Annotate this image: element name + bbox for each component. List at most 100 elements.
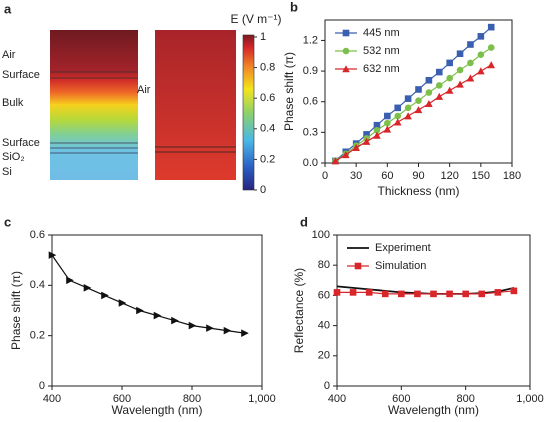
data-point: [394, 104, 402, 112]
y-tick-label: 100: [312, 229, 330, 241]
panel-letter: b: [290, 0, 298, 14]
y-tick-label: 0.4: [30, 279, 45, 291]
legend-label: 445 nm: [363, 27, 400, 39]
data-point: [349, 289, 357, 296]
field-maps: [50, 30, 255, 191]
data-point: [331, 157, 340, 165]
x-axis-label: Wavelength (nm): [388, 403, 479, 417]
colorbar-title: E (V m⁻¹): [231, 12, 282, 26]
data-point: [478, 290, 486, 298]
data-point: [477, 33, 485, 40]
data-point: [414, 106, 423, 114]
data-point: [425, 89, 433, 96]
x-tick-label: 400: [43, 393, 61, 405]
data-point: [487, 44, 495, 51]
y-tick-label: 80: [318, 259, 330, 271]
data-point: [153, 311, 162, 320]
x-tick-label: 600: [113, 393, 131, 405]
y-tick-label: 0.0: [303, 157, 318, 169]
data-point: [383, 125, 392, 133]
data-point: [362, 137, 371, 145]
panel-letter: c: [4, 214, 11, 229]
series-line: [334, 26, 492, 162]
data-point: [118, 299, 127, 307]
data-point: [404, 104, 412, 112]
data-point: [404, 112, 412, 120]
legend-label: 632 nm: [363, 63, 400, 75]
y-tick-label: 60: [318, 289, 330, 301]
data-point: [446, 59, 453, 67]
y-tick-label: 0.6: [303, 96, 318, 108]
data-point: [456, 66, 464, 74]
x-tick-label: 90: [412, 170, 424, 182]
data-point: [462, 290, 469, 298]
x-tick-label: 0: [322, 170, 328, 182]
y-axis-label: Phase shift (π): [9, 271, 23, 350]
panel-letter: a: [4, 1, 12, 16]
layer-label: Air: [137, 84, 151, 96]
x-tick-label: 120: [440, 170, 458, 182]
data-point: [467, 59, 474, 67]
data-point: [394, 112, 402, 120]
data-point: [487, 61, 496, 69]
data-point: [425, 99, 433, 108]
data-point: [206, 324, 214, 332]
data-point: [430, 290, 437, 298]
plot-frame: [336, 234, 531, 387]
data-point: [373, 131, 381, 139]
colorbar-tick-label: 0: [260, 184, 266, 196]
colorbar: [242, 34, 255, 191]
x-axis-label: Thickness (nm): [377, 184, 459, 198]
data-point: [477, 67, 485, 75]
data-point: [352, 143, 360, 151]
colorbar-tick-label: 0.4: [260, 123, 275, 135]
y-tick-label: 0.6: [30, 229, 45, 241]
data-point: [477, 51, 485, 59]
colorbar-tick-label: 0.8: [260, 62, 275, 74]
data-point: [404, 95, 412, 102]
colorbar-tick-label: 0.2: [260, 153, 275, 165]
data-point: [415, 86, 422, 93]
data-point: [136, 306, 144, 315]
y-tick-label: 0.2: [30, 330, 45, 342]
series-line: [335, 64, 492, 162]
legend-label: 532 nm: [363, 45, 400, 57]
data-point: [101, 291, 109, 300]
x-tick-label: 1,000: [516, 393, 544, 405]
data-point: [456, 80, 464, 88]
x-tick-label: 30: [350, 170, 362, 182]
legend-label: Experiment: [375, 242, 431, 254]
y-tick-label: 0.3: [303, 126, 318, 138]
data-point: [456, 50, 464, 58]
field-right: [155, 30, 236, 180]
data-point: [393, 118, 402, 126]
legend-marker: [342, 65, 350, 73]
x-tick-label: 180: [503, 170, 521, 182]
y-tick-label: 40: [318, 320, 330, 332]
data-point: [66, 276, 74, 285]
y-axis-label: Phase shift (π): [282, 52, 296, 131]
x-tick-label: 600: [392, 393, 410, 405]
x-tick-label: 800: [456, 393, 474, 405]
y-tick-label: 0: [324, 380, 330, 392]
layer-label: Air: [2, 49, 16, 61]
data-point: [510, 287, 518, 295]
data-point: [384, 112, 391, 120]
x-axis-label: Wavelength (nm): [112, 403, 203, 417]
data-point: [384, 119, 391, 127]
y-tick-label: 1.2: [303, 34, 318, 46]
data-point: [365, 289, 373, 296]
layer-label: Surface: [2, 137, 40, 149]
layer-label: Si: [2, 166, 12, 178]
data-point: [487, 23, 495, 31]
data-point: [435, 82, 443, 89]
layer-label: SiO₂: [2, 151, 25, 163]
data-point: [373, 121, 381, 129]
x-tick-label: 60: [381, 170, 393, 182]
data-point: [414, 290, 421, 298]
colorbar-tick-label: 0.6: [260, 92, 275, 104]
data-point: [415, 97, 422, 104]
field-left: [50, 30, 138, 180]
data-point: [494, 289, 502, 296]
